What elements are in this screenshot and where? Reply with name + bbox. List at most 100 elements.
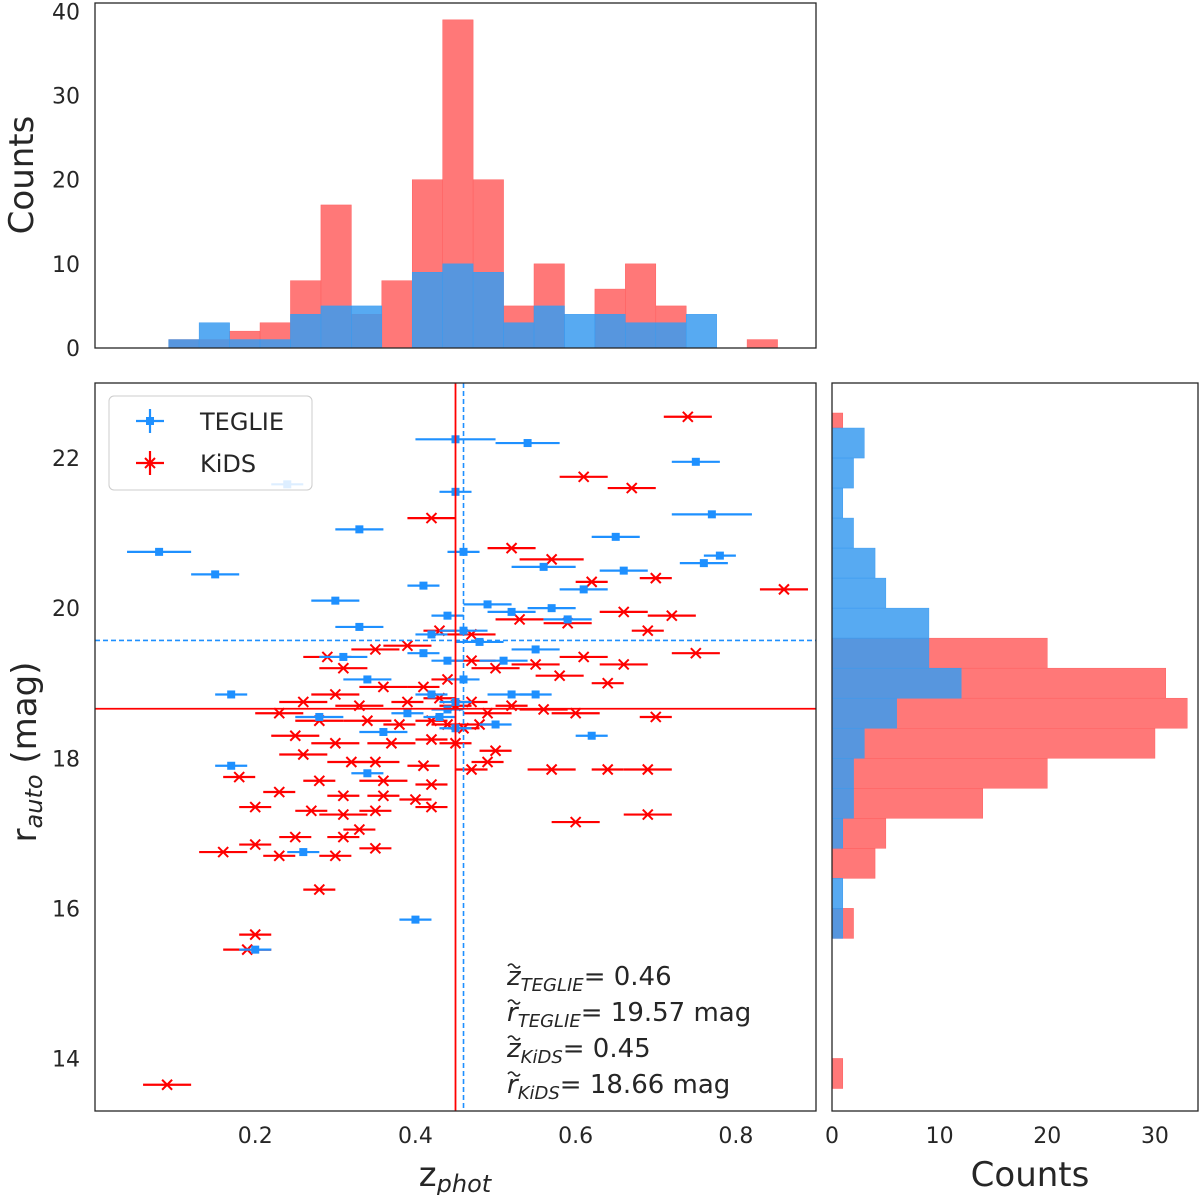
top-bar-teglie	[411, 272, 443, 349]
top-bar-teglie	[259, 339, 291, 349]
scatter-y-label: rauto (mag)	[5, 662, 48, 843]
teglie-point-marker	[587, 731, 596, 740]
kids-point-marker	[545, 553, 558, 566]
kids-point-marker	[273, 850, 285, 862]
teglie-point-marker	[619, 566, 628, 575]
kids-point-marker	[602, 677, 614, 689]
median-annotations: zTEGLIE= 0.46 rTEGLIE= 19.57 mag zKiDS= …	[506, 962, 751, 1104]
top-bar-kids	[746, 339, 778, 349]
right-histogram-teglie-bars	[831, 427, 962, 939]
right-bar-teglie	[831, 427, 865, 459]
legend-teglie-square	[146, 417, 154, 425]
kids-point-marker	[297, 748, 309, 761]
kids-point-marker	[313, 883, 326, 896]
tilde-accent	[507, 999, 521, 1005]
median-lines	[95, 383, 816, 1111]
scatter-x-ticks: 0.2 0.4 0.6 0.8	[238, 1124, 754, 1149]
teglie-point-marker	[699, 559, 708, 568]
teglie-point-marker	[331, 596, 340, 605]
right-bar-kids	[831, 758, 1048, 789]
right-bar-teglie	[831, 818, 844, 849]
teglie-point-marker	[363, 769, 372, 778]
kids-point-marker	[249, 928, 261, 941]
top-bar-teglie	[290, 314, 322, 349]
teglie-point-marker	[379, 727, 388, 736]
kids-point-marker	[361, 715, 374, 727]
kids-point-marker	[545, 763, 558, 776]
kids-point-marker	[553, 669, 566, 682]
right-bar-teglie	[831, 727, 865, 759]
right-histogram-x-label: Counts	[971, 1155, 1090, 1195]
teglie-point-marker	[419, 581, 428, 590]
right-bar-teglie	[831, 667, 962, 699]
kids-point-marker	[249, 838, 261, 851]
teglie-point-marker	[547, 604, 556, 613]
kids-point-marker	[577, 471, 590, 483]
kids-point-marker	[417, 760, 430, 772]
right-histogram-kids-bars	[831, 412, 1188, 1089]
top-y-tick-label: 0	[66, 337, 80, 362]
teglie-point-marker	[427, 630, 436, 639]
right-histogram-frame	[831, 382, 1199, 1112]
top-y-tick-label: 10	[52, 253, 80, 278]
kids-point-marker	[369, 842, 382, 855]
kids-point-marker	[690, 647, 702, 659]
annotation-r-teglie: rTEGLIE= 19.57 mag	[507, 998, 751, 1032]
teglie-point-marker	[715, 551, 724, 560]
teglie-point-marker	[251, 945, 260, 954]
teglie-point-marker	[539, 562, 548, 571]
kids-point-marker	[618, 658, 630, 671]
top-histogram-y-label: Counts	[2, 116, 42, 235]
legend: TEGLIE KiDS	[108, 395, 313, 491]
right-bar-teglie	[831, 547, 876, 579]
right-bar-teglie	[831, 607, 930, 639]
right-bar-teglie	[831, 577, 887, 609]
kids-point-marker	[602, 763, 614, 776]
kids-point-marker	[337, 662, 350, 674]
scatter-x-tick-label: 0.6	[558, 1124, 593, 1149]
kids-point-marker	[233, 771, 245, 783]
scatter-y-tick-label: 14	[52, 1047, 80, 1072]
top-histogram-y-ticks: 0 10 20 30 40	[52, 0, 80, 362]
top-y-tick-label: 30	[52, 85, 80, 110]
kids-point-marker	[425, 801, 438, 813]
kids-point-marker	[393, 718, 406, 731]
kids-point-marker	[650, 572, 662, 584]
teglie-point-marker	[531, 645, 540, 654]
right-bar-teglie	[831, 457, 854, 489]
kids-point-marker	[577, 651, 590, 663]
annotation-r-kids: rKiDS= 18.66 mag	[507, 1070, 730, 1104]
kids-point-marker	[305, 805, 318, 817]
kids-point-marker	[626, 482, 638, 494]
legend-kids-x	[144, 457, 156, 469]
kids-point-marker	[409, 793, 422, 806]
scatter-y-tick-label: 18	[52, 747, 80, 772]
kids-point-marker	[473, 718, 486, 731]
annotation-z-kids: zKiDS= 0.45	[506, 1034, 651, 1068]
scatter-x-label: zphot	[419, 1155, 493, 1195]
top-y-tick-label: 40	[52, 0, 80, 25]
top-bar-teglie	[229, 339, 261, 349]
kids-point-marker	[481, 707, 494, 719]
teglie-point-marker	[419, 649, 428, 658]
kids-point-marker	[618, 606, 630, 618]
scatter-x-tick-label: 0.8	[718, 1124, 753, 1149]
kids-point-marker	[289, 831, 301, 843]
teglie-point-marker	[443, 611, 452, 620]
top-bar-teglie	[168, 339, 200, 349]
kids-point-marker	[569, 707, 582, 719]
right-bar-teglie	[831, 487, 844, 519]
legend-kids-label: KiDS	[200, 450, 256, 478]
scatter-y-tick-label: 22	[52, 447, 80, 472]
kids-point-marker	[377, 681, 390, 693]
right-histogram-x-ticks: 0 10 20 30	[825, 1124, 1169, 1149]
kids-point-marker	[401, 696, 414, 708]
kids-point-marker	[425, 778, 438, 791]
legend-teglie-marker	[136, 409, 164, 433]
kids-point-marker	[569, 816, 582, 828]
teglie-point-marker	[531, 690, 540, 699]
teglie-point-marker	[211, 570, 220, 579]
kids-point-marker	[642, 624, 654, 637]
teglie-point-marker	[491, 720, 500, 729]
kids-point-marker	[385, 737, 398, 749]
